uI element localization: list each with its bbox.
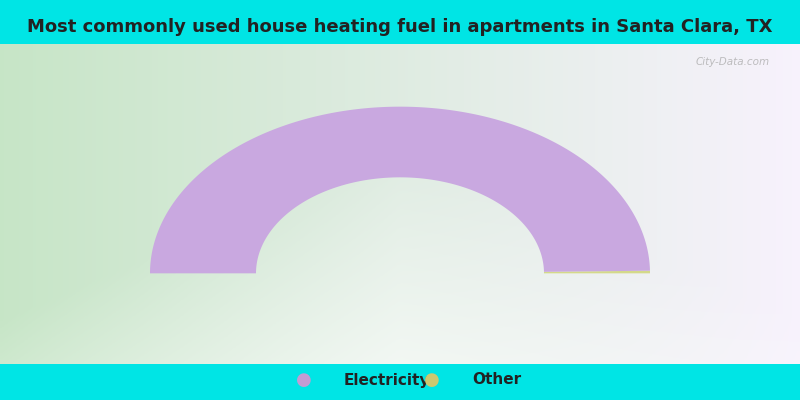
Text: Electricity: Electricity bbox=[344, 372, 430, 388]
Polygon shape bbox=[544, 271, 650, 273]
Polygon shape bbox=[150, 107, 650, 273]
Text: ●: ● bbox=[296, 371, 312, 389]
Text: City-Data.com: City-Data.com bbox=[696, 57, 770, 67]
Text: Most commonly used house heating fuel in apartments in Santa Clara, TX: Most commonly used house heating fuel in… bbox=[27, 18, 773, 36]
Text: Other: Other bbox=[472, 372, 521, 388]
Text: ●: ● bbox=[424, 371, 440, 389]
